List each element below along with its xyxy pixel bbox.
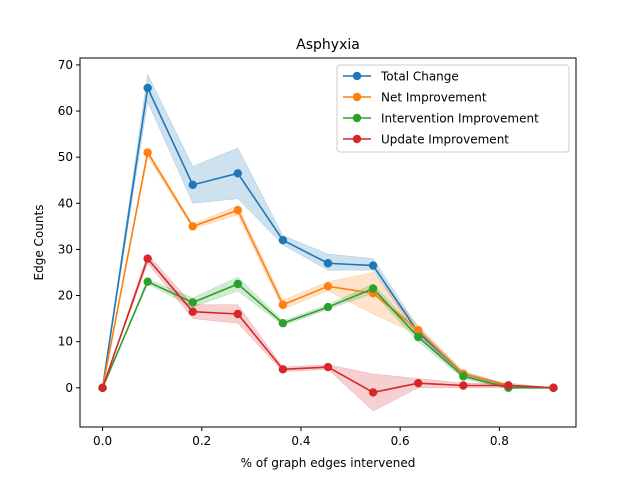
y-axis-ticks: 0 10 20 30 40 50 60 70 xyxy=(58,58,80,395)
total-change-point xyxy=(278,235,288,245)
update-improvement-point xyxy=(143,254,152,263)
update-improvement-point xyxy=(188,307,197,316)
intervention-improvement-point xyxy=(459,372,468,381)
y-tick-label: 40 xyxy=(58,196,73,210)
net-improvement-point xyxy=(414,325,423,335)
update-improvement-point xyxy=(323,362,333,372)
update-improvement-point xyxy=(233,309,243,319)
update-improvement-point xyxy=(459,381,468,390)
intervention-improvement-point xyxy=(278,319,288,328)
net-improvement-point xyxy=(233,206,243,215)
update-improvement-point xyxy=(504,381,513,390)
total-change-point xyxy=(368,261,378,270)
x-tick-label: 0.8 xyxy=(490,434,509,448)
intervention-improvement-point xyxy=(323,302,333,312)
intervention-improvement-point xyxy=(188,298,197,307)
legend-intervention-improvement-label: Intervention Improvement xyxy=(381,112,539,126)
net-improvement-point xyxy=(188,222,197,231)
net-improvement-point xyxy=(278,300,288,309)
legend-update-improvement-marker xyxy=(352,134,362,144)
x-tick-label: 0.4 xyxy=(291,434,310,448)
x-tick-label: 0.0 xyxy=(93,434,112,448)
legend-net-improvement-label: Net Improvement xyxy=(381,91,487,105)
legend-total-change-marker xyxy=(352,71,362,81)
legend-update-improvement-label: Update Improvement xyxy=(381,133,509,147)
net-improvement-point xyxy=(323,282,333,291)
plot-frame xyxy=(79,57,577,428)
series-points xyxy=(98,83,558,397)
legend-net-improvement-marker xyxy=(352,92,362,102)
update-improvement-point xyxy=(368,388,378,397)
intervention-improvement-point xyxy=(414,332,423,342)
intervention-improvement-point xyxy=(233,279,243,289)
y-tick-label: 60 xyxy=(58,104,73,118)
total-change-point xyxy=(143,83,152,93)
update-improvement-point xyxy=(278,365,288,374)
total-change-point xyxy=(233,169,243,178)
update-improvement-point xyxy=(98,383,107,392)
y-tick-label: 10 xyxy=(58,335,73,349)
intervention-improvement-point xyxy=(143,277,152,286)
legend: Total Change Net Improvement Intervention … xyxy=(336,64,570,153)
legend-intervention-improvement-marker xyxy=(352,113,362,123)
update-improvement-point xyxy=(549,383,558,392)
legend-total-change-label: Total Change xyxy=(380,70,459,84)
legend-box xyxy=(336,64,570,153)
total-change-point xyxy=(323,259,333,268)
total-change-point xyxy=(188,180,197,190)
x-tick-label: 0.6 xyxy=(391,434,410,448)
x-axis-ticks: 0.0 0.2 0.4 0.6 0.8 xyxy=(93,427,509,448)
update-improvement-point xyxy=(414,378,423,388)
x-tick-label: 0.2 xyxy=(192,434,211,448)
y-tick-label: 0 xyxy=(65,381,73,395)
chart-title: Asphyxia xyxy=(296,37,360,53)
y-tick-label: 20 xyxy=(58,289,73,303)
net-improvement-point xyxy=(143,148,152,157)
y-tick-label: 30 xyxy=(58,242,73,256)
x-axis-label: % of graph edges intervened xyxy=(241,456,416,470)
y-tick-label: 50 xyxy=(58,150,73,164)
intervention-improvement-point xyxy=(368,284,378,293)
y-tick-label: 70 xyxy=(58,58,73,72)
y-axis-label: Edge Counts xyxy=(32,205,46,281)
